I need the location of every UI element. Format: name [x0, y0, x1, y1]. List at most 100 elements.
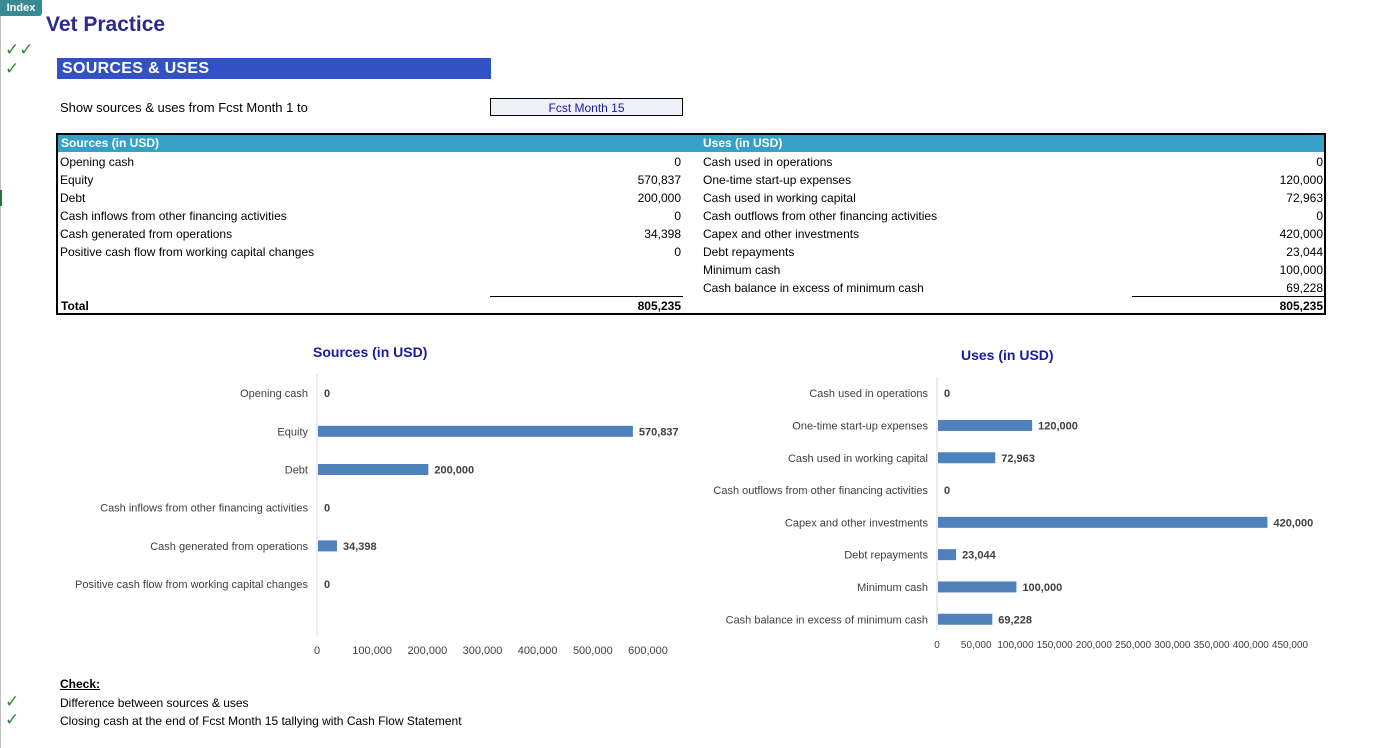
sheet-left-border — [0, 16, 1, 748]
uses-bar-chart: Cash used in operations 0 One-time start-u… — [713, 377, 1313, 651]
tick-label: 300,000 — [463, 645, 503, 657]
bar — [318, 425, 633, 437]
check-item: Difference between sources & uses — [60, 696, 249, 710]
data-label: 23,044 — [962, 550, 997, 562]
category-label: Debt — [285, 465, 308, 477]
tick-label: 0 — [314, 645, 320, 657]
data-label: 0 — [944, 485, 950, 497]
uses-row-label: Minimum cash — [703, 263, 781, 277]
total-label: Total — [61, 299, 89, 313]
category-label: One-time start-up expenses — [792, 420, 928, 432]
tick-label: 200,000 — [1076, 640, 1113, 651]
tick-label: 350,000 — [1193, 640, 1230, 651]
checkmark-icon: ✓✓ — [5, 40, 34, 59]
sources-total: 805,235 — [637, 299, 681, 313]
tick-label: 100,000 — [997, 640, 1034, 651]
check-heading: Check: — [60, 677, 101, 691]
category-label: Debt repayments — [844, 550, 928, 562]
category-label: Cash inflows from other financing activi… — [100, 503, 308, 515]
selection-marker — [0, 190, 2, 206]
category-label: Equity — [277, 426, 308, 438]
bar — [318, 540, 337, 552]
bar — [318, 464, 429, 475]
data-label: 420,000 — [1273, 517, 1313, 529]
uses-row-value: 0 — [1316, 209, 1323, 223]
uses-row-value: 69,228 — [1286, 281, 1323, 295]
uses-row-label: Debt repayments — [703, 245, 795, 259]
sources-row-value: 200,000 — [637, 191, 681, 205]
show-period-label: Show sources & uses from Fcst Month 1 to — [60, 100, 308, 115]
uses-row-label: Cash balance in excess of minimum cash — [703, 281, 924, 295]
category-label: Cash outflows from other financing activ… — [713, 485, 928, 497]
data-label: 200,000 — [434, 465, 474, 477]
uses-row-label: One-time start-up expenses — [703, 173, 852, 187]
category-label: Cash used in operations — [809, 388, 928, 400]
bar — [938, 613, 993, 625]
sources-row-value: 0 — [674, 155, 681, 169]
index-tab[interactable]: Index — [0, 0, 42, 16]
sources-row-label: Opening cash — [60, 155, 135, 169]
data-label: 34,398 — [343, 541, 377, 553]
category-label: Cash used in working capital — [788, 453, 928, 465]
uses-row-value: 72,963 — [1286, 191, 1323, 205]
data-label: 0 — [944, 388, 950, 400]
uses-chart-title: Uses (in USD) — [961, 347, 1054, 363]
bar — [938, 516, 1268, 528]
tick-label: 200,000 — [407, 645, 447, 657]
data-label: 570,837 — [639, 426, 679, 438]
category-label: Minimum cash — [857, 582, 928, 594]
tick-label: 100,000 — [352, 645, 392, 657]
sources-total-rule — [490, 296, 683, 297]
sources-row-value: 570,837 — [637, 173, 681, 187]
uses-row-label: Cash used in operations — [703, 155, 833, 169]
bar — [938, 452, 996, 464]
check-item: Closing cash at the end of Fcst Month 15… — [60, 714, 462, 728]
data-label: 0 — [324, 503, 330, 515]
bar — [938, 549, 957, 561]
tick-label: 50,000 — [961, 640, 992, 651]
data-label: 72,963 — [1001, 453, 1035, 465]
forecast-month-selector[interactable]: Fcst Month 15 — [490, 98, 683, 116]
uses-row-value: 100,000 — [1279, 263, 1323, 277]
data-label: 0 — [324, 388, 330, 400]
checkmark-icon: ✓ — [5, 59, 20, 78]
tick-label: 250,000 — [1115, 640, 1152, 651]
sources-row-value: 0 — [674, 245, 681, 259]
bar — [938, 581, 1017, 593]
section-header: SOURCES & USES — [57, 58, 491, 79]
tick-label: 150,000 — [1037, 640, 1074, 651]
category-label: Capex and other investments — [785, 517, 929, 529]
bar — [938, 419, 1033, 431]
data-label: 120,000 — [1038, 420, 1078, 432]
category-label: Opening cash — [240, 388, 308, 400]
sources-row-label: Cash inflows from other financing activi… — [60, 209, 287, 223]
tick-label: 400,000 — [518, 645, 558, 657]
sources-chart-title: Sources (in USD) — [313, 344, 428, 360]
category-label: Cash balance in excess of minimum cash — [726, 614, 928, 626]
sources-row-value: 0 — [674, 209, 681, 223]
uses-total-rule — [1132, 296, 1324, 297]
sources-row-label: Positive cash flow from working capital … — [60, 245, 315, 259]
sources-row-value: 34,398 — [644, 227, 681, 241]
tick-label: 300,000 — [1154, 640, 1191, 651]
uses-row-value: 120,000 — [1279, 173, 1323, 187]
sources-row-label: Cash generated from operations — [60, 227, 233, 241]
uses-row-value: 0 — [1316, 155, 1323, 169]
uses-row-label: Cash outflows from other financing activ… — [703, 209, 938, 223]
category-label: Cash generated from operations — [150, 541, 308, 553]
uses-row-value: 420,000 — [1279, 227, 1323, 241]
tick-label: 450,000 — [1272, 640, 1309, 651]
sources-row-label: Equity — [60, 173, 94, 187]
sources-header: Sources (in USD) — [61, 136, 160, 150]
page-title: Vet Practice — [46, 13, 166, 36]
tick-label: 600,000 — [628, 645, 668, 657]
data-label: 0 — [324, 579, 330, 591]
tick-label: 500,000 — [573, 645, 613, 657]
checkmark-icon: ✓ — [5, 692, 20, 711]
table-header-bar — [58, 135, 1324, 152]
uses-row-label: Cash used in working capital — [703, 191, 856, 205]
sources-row-label: Debt — [60, 191, 86, 205]
checkmark-icon: ✓ — [5, 710, 20, 729]
uses-row-value: 23,044 — [1286, 245, 1323, 259]
sources-uses-table — [56, 133, 1326, 315]
